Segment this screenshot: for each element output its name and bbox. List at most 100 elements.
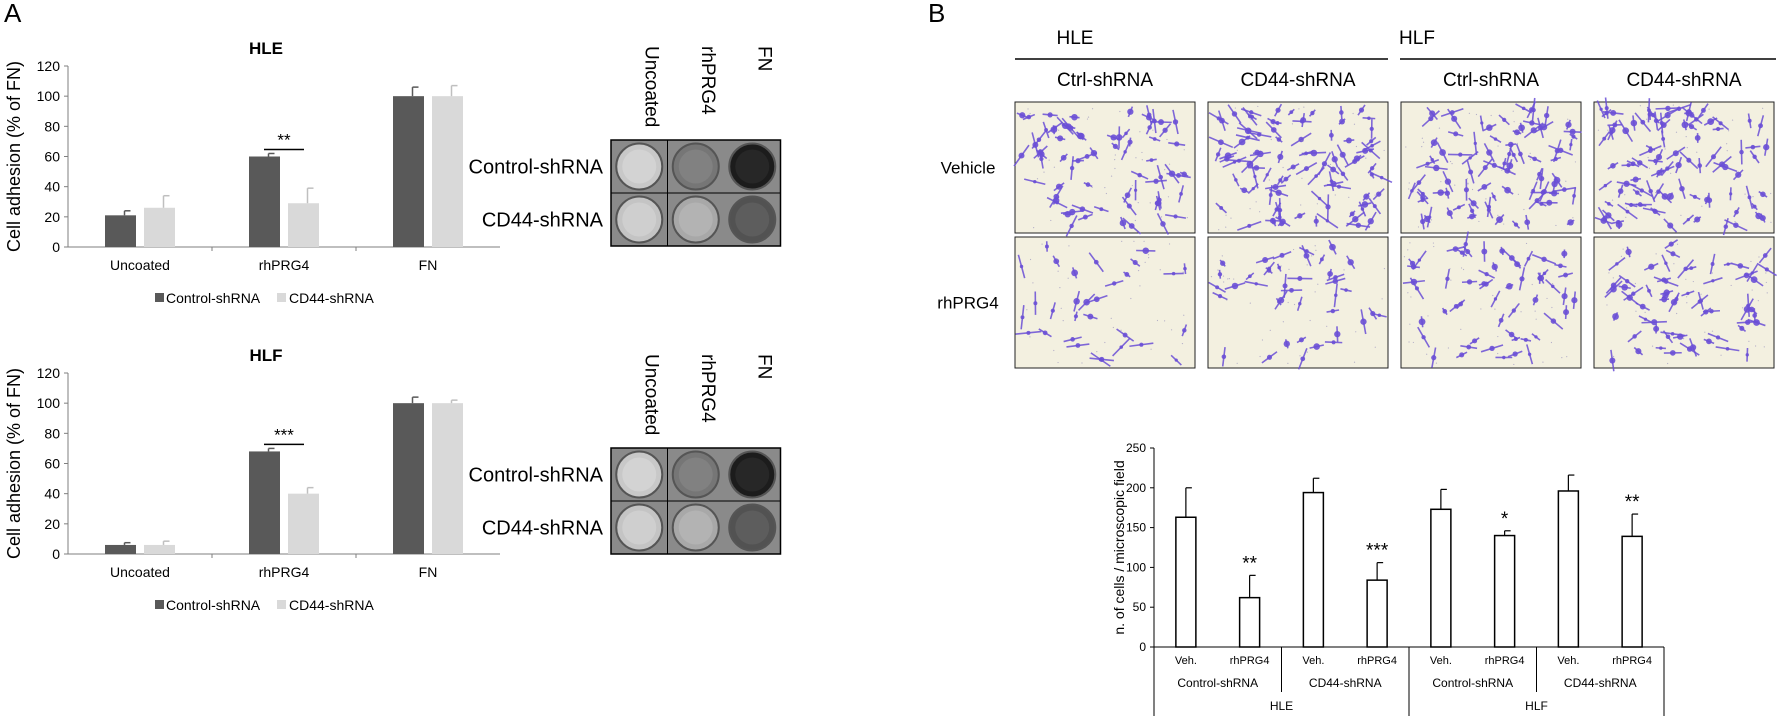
cell-mark	[1346, 138, 1352, 144]
pore-mark	[1407, 249, 1408, 250]
cell-mark	[1571, 135, 1575, 139]
cell-mark	[1467, 279, 1472, 284]
pore-mark	[1732, 120, 1733, 121]
cell-mark	[1247, 161, 1254, 168]
cell-mark	[1019, 112, 1025, 118]
well-column-label: Uncoated	[640, 354, 661, 435]
cell-mark	[1356, 223, 1361, 228]
cell-mark	[1284, 177, 1289, 182]
cell-mark	[1519, 276, 1524, 281]
pore-mark	[1222, 255, 1223, 256]
cell-mark	[1499, 318, 1504, 323]
y-tick-label: 150	[1126, 521, 1146, 535]
pore-mark	[1059, 287, 1060, 288]
cell-mark	[1051, 309, 1055, 313]
cell-mark	[1698, 300, 1702, 304]
pore-mark	[1463, 269, 1464, 270]
pore-mark	[1426, 354, 1427, 355]
pore-mark	[1758, 300, 1759, 301]
cell-mark	[1458, 153, 1462, 157]
cell-mark	[1289, 288, 1294, 293]
cell-mark	[1551, 285, 1554, 288]
cell-mark	[1431, 139, 1438, 146]
pore-mark	[1461, 267, 1462, 268]
cell-mark	[1567, 219, 1573, 225]
cell-mark	[1572, 194, 1576, 198]
pore-mark	[1409, 242, 1410, 243]
pore-mark	[1649, 168, 1650, 169]
cell-mark	[1694, 117, 1699, 122]
cell-mark	[1602, 216, 1607, 221]
pore-mark	[1552, 283, 1553, 284]
pore-mark	[1304, 155, 1305, 156]
pore-mark	[1555, 225, 1556, 226]
cell-mark	[1499, 248, 1505, 254]
cell-mark	[1563, 273, 1568, 278]
cell-mark	[1667, 222, 1673, 228]
cell-mark	[1142, 247, 1149, 254]
pore-mark	[1731, 285, 1732, 286]
cell-mark	[1711, 279, 1714, 282]
cell-mark	[1541, 190, 1546, 195]
pore-mark	[1054, 167, 1055, 168]
pore-mark	[1413, 342, 1414, 343]
pore-mark	[1408, 341, 1409, 342]
cell-mark	[1749, 307, 1755, 313]
cell-mark	[1512, 351, 1517, 356]
pore-mark	[1748, 341, 1749, 342]
cell-mark	[1512, 308, 1516, 312]
cell-mark	[1711, 154, 1716, 159]
cell-mark	[1176, 173, 1181, 178]
well-center	[735, 511, 769, 545]
cell-mark	[1417, 180, 1422, 185]
cell-mark	[1486, 124, 1493, 131]
pore-mark	[1422, 138, 1423, 139]
pore-mark	[1497, 145, 1498, 146]
pore-mark	[1418, 226, 1419, 227]
pore-mark	[1497, 215, 1498, 216]
cell-mark	[1043, 330, 1048, 335]
pore-mark	[1271, 139, 1272, 140]
cell-mark	[1670, 350, 1676, 356]
cell-mark	[1150, 158, 1154, 162]
pore-mark	[1718, 127, 1719, 128]
pore-mark	[1492, 295, 1493, 296]
cell-mark	[1558, 263, 1563, 268]
pore-mark	[1626, 207, 1627, 208]
pore-mark	[1143, 241, 1144, 242]
cell-mark	[1129, 223, 1135, 229]
pore-mark	[1712, 331, 1713, 332]
cell-mark	[1610, 163, 1616, 169]
significance-stars: **	[1625, 492, 1640, 513]
pore-mark	[1114, 168, 1115, 169]
cell-mark	[1445, 191, 1450, 196]
pore-mark	[1497, 353, 1498, 354]
cell-mark	[1280, 253, 1285, 258]
cell-mark	[1648, 189, 1652, 193]
pore-mark	[1433, 242, 1434, 243]
pore-mark	[1726, 143, 1727, 144]
pore-mark	[1297, 216, 1298, 217]
pore-mark	[1744, 194, 1745, 195]
chart-title: HLF	[249, 346, 282, 365]
cell-mark	[1486, 149, 1492, 155]
pore-mark	[1270, 330, 1271, 331]
pore-mark	[1119, 111, 1120, 112]
cell-mark	[1562, 187, 1567, 192]
cell-mark	[1726, 347, 1730, 351]
well-center	[679, 203, 713, 237]
cell-mark	[1605, 106, 1609, 110]
cell-mark	[1610, 110, 1616, 116]
pore-mark	[1546, 298, 1547, 299]
pore-mark	[1656, 156, 1657, 157]
cell-mark	[1534, 335, 1537, 338]
pore-mark	[1041, 244, 1042, 245]
cell-mark	[1763, 253, 1768, 258]
cell-mark	[1751, 145, 1756, 150]
pore-mark	[1293, 249, 1294, 250]
cell-mark	[1094, 260, 1099, 265]
cell-mark	[1460, 250, 1464, 254]
x-tick-label: Veh.	[1430, 655, 1452, 667]
cell-mark	[1609, 358, 1615, 364]
